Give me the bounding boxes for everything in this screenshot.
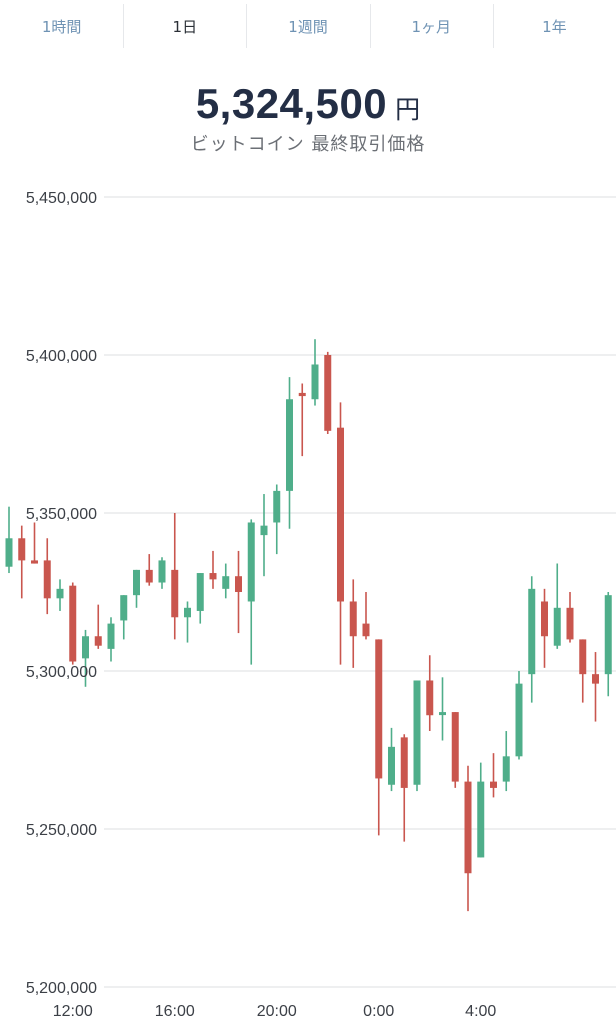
- currency-unit: 円: [395, 95, 421, 124]
- candle: [120, 595, 128, 640]
- x-tick-label: 0:00: [363, 1003, 394, 1020]
- candle: [222, 563, 230, 599]
- candle: [541, 588, 548, 668]
- candle: [439, 677, 446, 741]
- y-tick-label: 5,200,000: [26, 980, 97, 997]
- candle: [400, 734, 408, 842]
- candle: [604, 592, 612, 697]
- tab-1-day[interactable]: 1日: [123, 4, 246, 48]
- candle: [107, 617, 115, 662]
- candle: [260, 494, 268, 577]
- price-header: 5,324,500 円 ビットコイン 最終取引価格: [0, 80, 616, 156]
- candle: [133, 569, 140, 608]
- x-tick-label: 20:00: [257, 1003, 297, 1020]
- last-price: 5,324,500: [195, 80, 388, 127]
- candle: [31, 522, 38, 564]
- candle: [43, 538, 51, 615]
- candle: [413, 680, 421, 792]
- candle: [209, 550, 217, 589]
- candle: [196, 573, 204, 624]
- candle: [362, 592, 370, 640]
- candle: [69, 582, 77, 665]
- chart-grid: [104, 196, 616, 988]
- candle: [286, 377, 293, 529]
- tab-1-month[interactable]: 1ヶ月: [369, 4, 493, 48]
- candle: [56, 579, 64, 611]
- candle: [566, 592, 574, 643]
- y-tick-label: 5,350,000: [26, 506, 97, 523]
- candle: [349, 579, 357, 668]
- candle: [171, 513, 179, 640]
- candle: [94, 604, 102, 649]
- candle: [235, 550, 242, 634]
- y-tick-label: 5,250,000: [26, 822, 97, 839]
- x-tick-label: 4:00: [465, 1003, 496, 1020]
- x-axis-labels: 12:00 16:00 20:00 0:00 4:00: [53, 1003, 497, 1020]
- tab-1-week[interactable]: 1週間: [246, 4, 369, 48]
- candle: [337, 402, 344, 665]
- y-tick-label: 5,300,000: [26, 664, 97, 681]
- y-tick-label: 5,400,000: [26, 348, 97, 365]
- x-tick-label: 16:00: [155, 1003, 195, 1020]
- candle: [298, 383, 306, 457]
- candle: [528, 576, 536, 703]
- candle: [477, 762, 485, 858]
- candle: [592, 652, 599, 722]
- candle: [82, 629, 89, 687]
- candle: [451, 712, 459, 788]
- price-subtitle: ビットコイン 最終取引価格: [190, 134, 426, 155]
- candle: [375, 639, 383, 836]
- candle: [515, 671, 523, 760]
- candle: [5, 506, 13, 574]
- y-axis-labels: 5,450,000 5,400,000 5,350,000 5,300,000 5,25…: [26, 190, 97, 997]
- chart-candles: [5, 339, 612, 912]
- x-tick-label: 12:00: [53, 1003, 93, 1020]
- candle: [247, 519, 255, 665]
- tab-1-hour[interactable]: 1時間: [41, 17, 82, 36]
- candle: [553, 563, 561, 649]
- price-line: 5,324,500 円: [0, 80, 616, 128]
- tab-1-year[interactable]: 1年: [492, 4, 616, 48]
- candle: [388, 727, 395, 792]
- candle: [311, 339, 319, 406]
- candle: [490, 753, 497, 798]
- candle: [145, 554, 153, 586]
- timeframe-tabs: 1時間 1日 1週間 1ヶ月 1年: [0, 4, 616, 48]
- candle: [502, 731, 510, 792]
- candle: [273, 484, 281, 555]
- candle: [579, 639, 587, 703]
- candle: [158, 557, 166, 589]
- candle: [426, 655, 434, 732]
- candle: [184, 601, 191, 643]
- candle: [324, 351, 332, 434]
- candle: [464, 765, 472, 912]
- candle: [18, 525, 26, 599]
- y-tick-label: 5,450,000: [26, 190, 97, 207]
